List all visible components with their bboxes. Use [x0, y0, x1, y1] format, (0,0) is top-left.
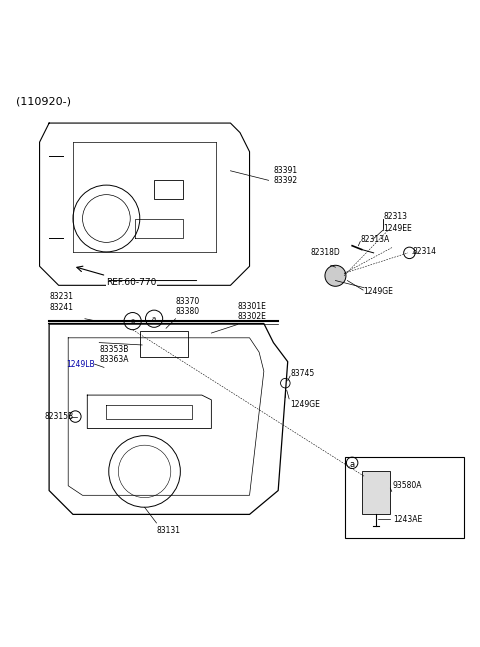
Text: 1249EE: 1249EE: [383, 224, 412, 232]
Text: 83370
83380: 83370 83380: [176, 297, 200, 316]
Text: 82313: 82313: [383, 212, 407, 221]
Text: 83301E
83302E: 83301E 83302E: [238, 302, 266, 321]
Text: 82313A: 82313A: [360, 236, 389, 245]
Text: a: a: [350, 459, 355, 468]
Text: 83231
83241: 83231 83241: [49, 292, 73, 312]
Bar: [345, 457, 464, 538]
Text: 82315B: 82315B: [44, 412, 73, 421]
Text: a: a: [152, 316, 156, 322]
Text: 93580A: 93580A: [393, 481, 422, 490]
Text: 82314: 82314: [413, 247, 437, 256]
Bar: [362, 472, 390, 514]
Text: 1249LB: 1249LB: [66, 360, 95, 369]
Bar: [154, 181, 183, 199]
Text: 82318D: 82318D: [311, 248, 340, 258]
Text: REF.60-770: REF.60-770: [107, 278, 157, 287]
Text: 83131: 83131: [156, 526, 180, 535]
Text: 1249GE: 1249GE: [363, 287, 393, 296]
Circle shape: [325, 265, 346, 286]
Text: 83745: 83745: [290, 369, 314, 378]
Text: (110920-): (110920-): [16, 97, 71, 107]
Text: 1243AE: 1243AE: [393, 514, 422, 523]
Text: 1249GE: 1249GE: [290, 400, 320, 409]
Text: 83353B
83363A: 83353B 83363A: [99, 345, 129, 364]
Text: a: a: [131, 318, 135, 324]
Text: 83391
83392: 83391 83392: [274, 166, 298, 185]
Bar: [140, 331, 188, 357]
